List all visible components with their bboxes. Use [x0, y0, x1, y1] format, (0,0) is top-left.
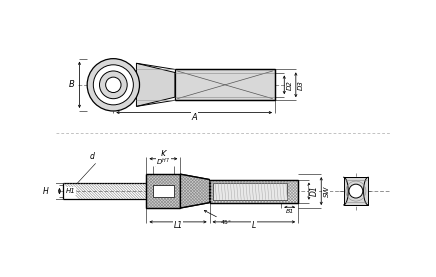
Text: $D^{H7}$: $D^{H7}$ — [157, 157, 170, 168]
Text: D2: D2 — [287, 80, 293, 90]
Text: B1: B1 — [286, 209, 294, 214]
Polygon shape — [214, 183, 286, 199]
Circle shape — [106, 77, 121, 93]
Circle shape — [87, 59, 140, 111]
Text: d: d — [90, 152, 95, 161]
Polygon shape — [210, 179, 298, 203]
Text: H: H — [43, 187, 49, 196]
Text: H1: H1 — [65, 188, 75, 194]
Text: L: L — [252, 221, 256, 230]
Polygon shape — [136, 63, 175, 106]
Text: D3: D3 — [298, 80, 304, 90]
Text: K: K — [160, 150, 166, 159]
Text: 45°: 45° — [221, 220, 232, 225]
Polygon shape — [344, 177, 368, 205]
Text: D1: D1 — [310, 186, 319, 196]
Polygon shape — [153, 185, 174, 197]
Polygon shape — [146, 174, 181, 208]
Circle shape — [93, 65, 133, 105]
Text: B: B — [69, 80, 75, 89]
Polygon shape — [181, 174, 210, 208]
Text: L1: L1 — [174, 221, 183, 230]
Text: A: A — [191, 113, 197, 122]
Circle shape — [349, 184, 363, 198]
Circle shape — [99, 71, 127, 99]
Polygon shape — [175, 70, 275, 100]
Text: SW: SW — [324, 185, 330, 197]
